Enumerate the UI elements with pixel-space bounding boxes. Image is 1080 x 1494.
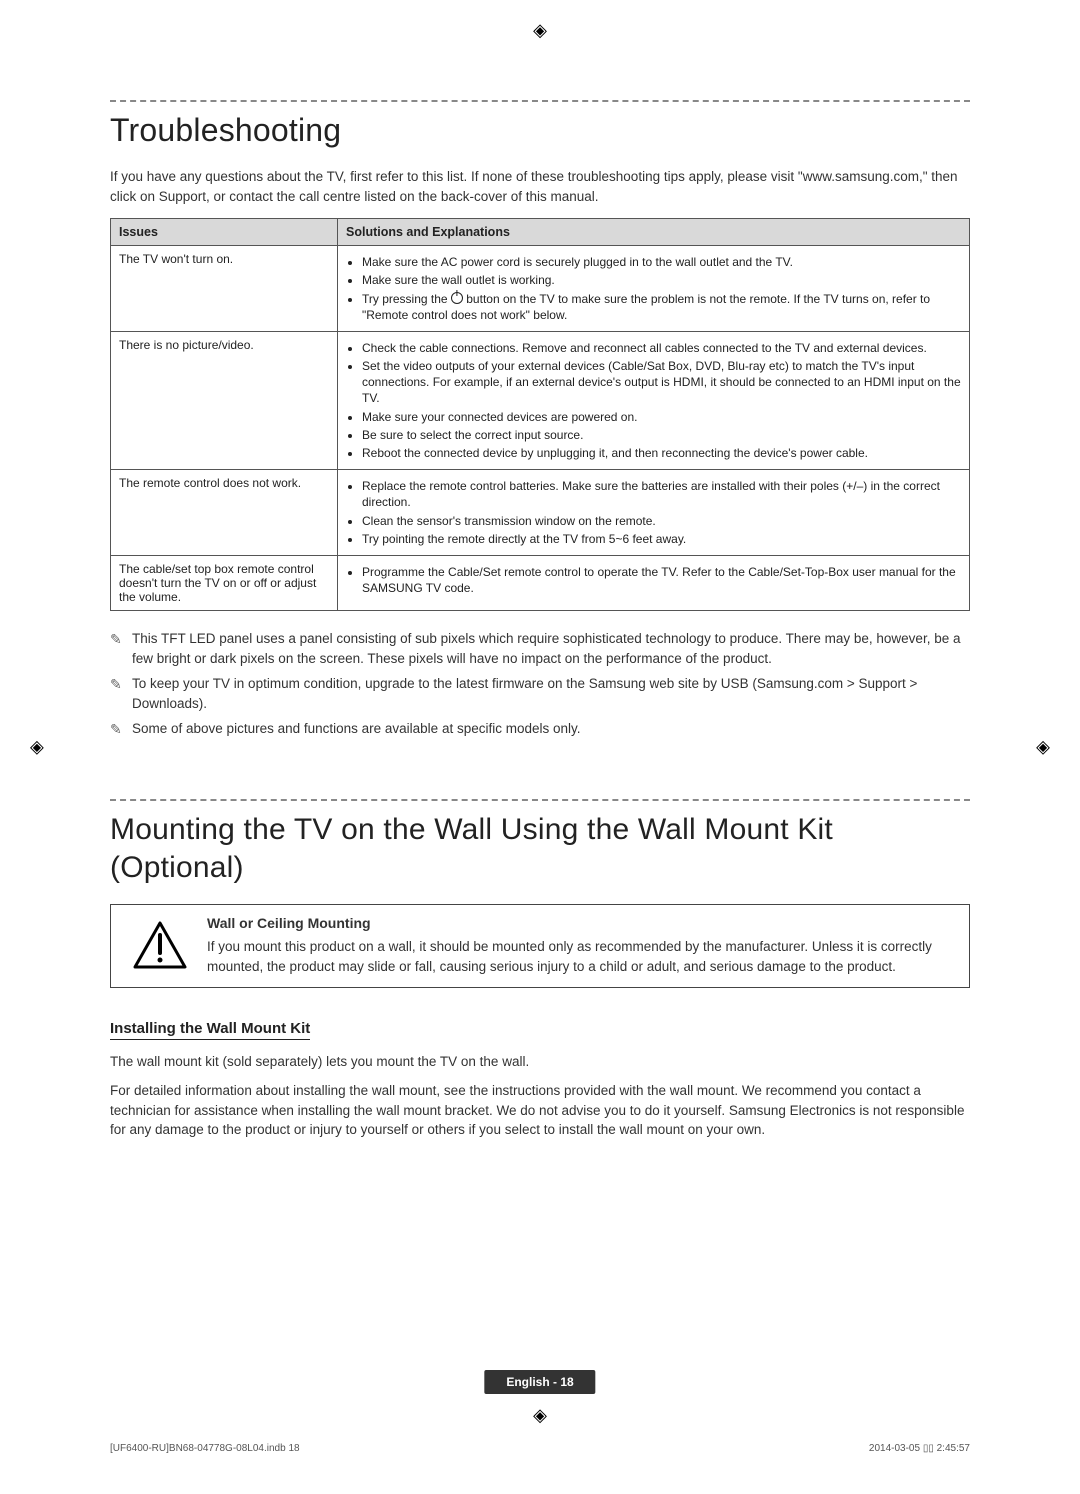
solution-item: Replace the remote control batteries. Ma… xyxy=(362,478,961,510)
troubleshooting-table: Issues Solutions and Explanations The TV… xyxy=(110,218,970,611)
section-title-mounting: Mounting the TV on the Wall Using the Wa… xyxy=(110,799,970,886)
solution-cell: Replace the remote control batteries. Ma… xyxy=(338,470,970,556)
installing-heading: Installing the Wall Mount Kit xyxy=(110,1020,310,1040)
solution-item: Make sure your connected devices are pow… xyxy=(362,409,961,425)
troubleshooting-intro: If you have any questions about the TV, … xyxy=(110,167,970,206)
note-text: This TFT LED panel uses a panel consisti… xyxy=(132,629,970,668)
solution-cell: Programme the Cable/Set remote control t… xyxy=(338,555,970,610)
solution-item: Try pressing the button on the TV to mak… xyxy=(362,291,961,323)
table-row: The cable/set top box remote control doe… xyxy=(111,555,970,610)
issue-cell: The cable/set top box remote control doe… xyxy=(111,555,338,610)
col-header-issues: Issues xyxy=(111,219,338,246)
table-row: The remote control does not work. Replac… xyxy=(111,470,970,556)
power-icon xyxy=(451,292,463,304)
registration-mark-icon: ◈ xyxy=(533,1405,547,1426)
solution-cell: Check the cable connections. Remove and … xyxy=(338,331,970,469)
solution-item: Make sure the wall outlet is working. xyxy=(362,272,961,288)
warning-icon xyxy=(125,915,195,969)
note-icon: ✎ xyxy=(110,719,132,739)
solution-item: Check the cable connections. Remove and … xyxy=(362,340,961,356)
note-line: ✎ This TFT LED panel uses a panel consis… xyxy=(110,629,970,668)
solution-item: Programme the Cable/Set remote control t… xyxy=(362,564,961,596)
solution-item: Try pointing the remote directly at the … xyxy=(362,531,961,547)
table-row: There is no picture/video. Check the cab… xyxy=(111,331,970,469)
issue-cell: The remote control does not work. xyxy=(111,470,338,556)
solution-cell: Make sure the AC power cord is securely … xyxy=(338,246,970,332)
solution-item: Be sure to select the correct input sour… xyxy=(362,427,961,443)
note-text: Some of above pictures and functions are… xyxy=(132,719,970,739)
registration-mark-icon: ◈ xyxy=(533,20,547,41)
note-line: ✎ To keep your TV in optimum condition, … xyxy=(110,674,970,713)
page-number-badge: English - 18 xyxy=(484,1370,595,1394)
col-header-solutions: Solutions and Explanations xyxy=(338,219,970,246)
warning-title: Wall or Ceiling Mounting xyxy=(207,915,955,931)
print-footer-file: [UF6400-RU]BN68-04778G-08L04.indb 18 xyxy=(110,1443,300,1454)
solution-item: Set the video outputs of your external d… xyxy=(362,358,961,407)
solution-item: Clean the sensor's transmission window o… xyxy=(362,513,961,529)
notes-block: ✎ This TFT LED panel uses a panel consis… xyxy=(110,629,970,740)
install-paragraph: The wall mount kit (sold separately) let… xyxy=(110,1052,970,1072)
registration-mark-icon: ◈ xyxy=(1036,737,1050,758)
table-header-row: Issues Solutions and Explanations xyxy=(111,219,970,246)
print-footer-timestamp: 2014-03-05 ▯▯ 2:45:57 xyxy=(869,1443,970,1454)
registration-mark-icon: ◈ xyxy=(30,737,44,758)
warning-body: Wall or Ceiling Mounting If you mount th… xyxy=(195,915,955,976)
note-icon: ✎ xyxy=(110,674,132,713)
install-paragraph: For detailed information about installin… xyxy=(110,1081,970,1140)
warning-text: If you mount this product on a wall, it … xyxy=(207,937,955,976)
print-footer: [UF6400-RU]BN68-04778G-08L04.indb 18 201… xyxy=(110,1443,970,1454)
issue-cell: There is no picture/video. xyxy=(111,331,338,469)
note-icon: ✎ xyxy=(110,629,132,668)
section-title-troubleshooting: Troubleshooting xyxy=(110,100,970,149)
warning-box: Wall or Ceiling Mounting If you mount th… xyxy=(110,904,970,987)
solution-item: Make sure the AC power cord is securely … xyxy=(362,254,961,270)
note-line: ✎ Some of above pictures and functions a… xyxy=(110,719,970,739)
solution-item: Reboot the connected device by unpluggin… xyxy=(362,445,961,461)
table-row: The TV won't turn on. Make sure the AC p… xyxy=(111,246,970,332)
manual-page: ◈ ◈ ◈ ◈ Troubleshooting If you have any … xyxy=(0,0,1080,1494)
issue-cell: The TV won't turn on. xyxy=(111,246,338,332)
note-text: To keep your TV in optimum condition, up… xyxy=(132,674,970,713)
